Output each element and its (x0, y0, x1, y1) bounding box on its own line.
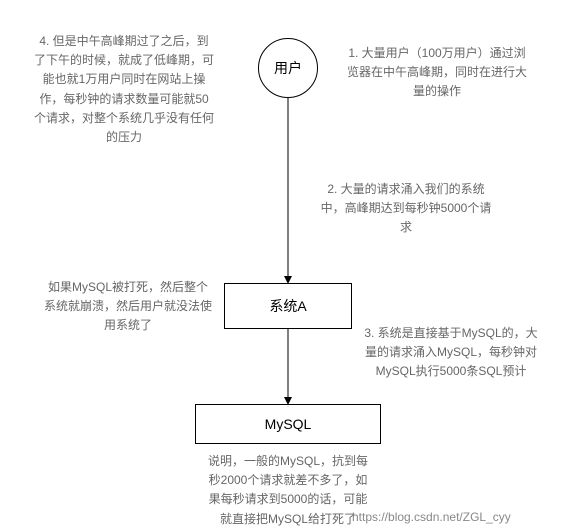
watermark: https://blog.csdn.net/ZGL_cyy (352, 510, 511, 524)
annotation-5: 如果MySQL被打死，然后整个系统就崩溃，然后用户就没法使用系统了 (44, 278, 212, 336)
annotation-3: 3. 系统是直接基于MySQL的，大量的请求涌入MySQL，每秒钟对MySQL执… (360, 324, 542, 382)
annotation-4: 4. 但是中午高峰期过了之后，到了下午的时候，就成了低峰期，可能也就1万用户同时… (34, 32, 214, 147)
node-user-label: 用户 (274, 58, 302, 78)
node-user: 用户 (258, 38, 318, 98)
annotation-6: 说明，一般的MySQL，抗到每秒2000个请求就差不多了，如果每秒请求到5000… (204, 452, 372, 529)
node-mysql-label: MySQL (265, 416, 312, 432)
node-systemA: 系统A (224, 283, 352, 329)
annotation-1: 1. 大量用户（100万用户）通过浏览器在中午高峰期，同时在进行大量的操作 (346, 44, 528, 102)
annotation-2: 2. 大量的请求涌入我们的系统中，高峰期达到每秒钟5000个请求 (318, 180, 494, 238)
node-mysql: MySQL (195, 404, 381, 444)
node-systemA-label: 系统A (269, 296, 306, 316)
diagram-canvas: 用户 系统A MySQL 1. 大量用户（100万用户）通过浏览器在中午高峰期，… (0, 0, 562, 528)
